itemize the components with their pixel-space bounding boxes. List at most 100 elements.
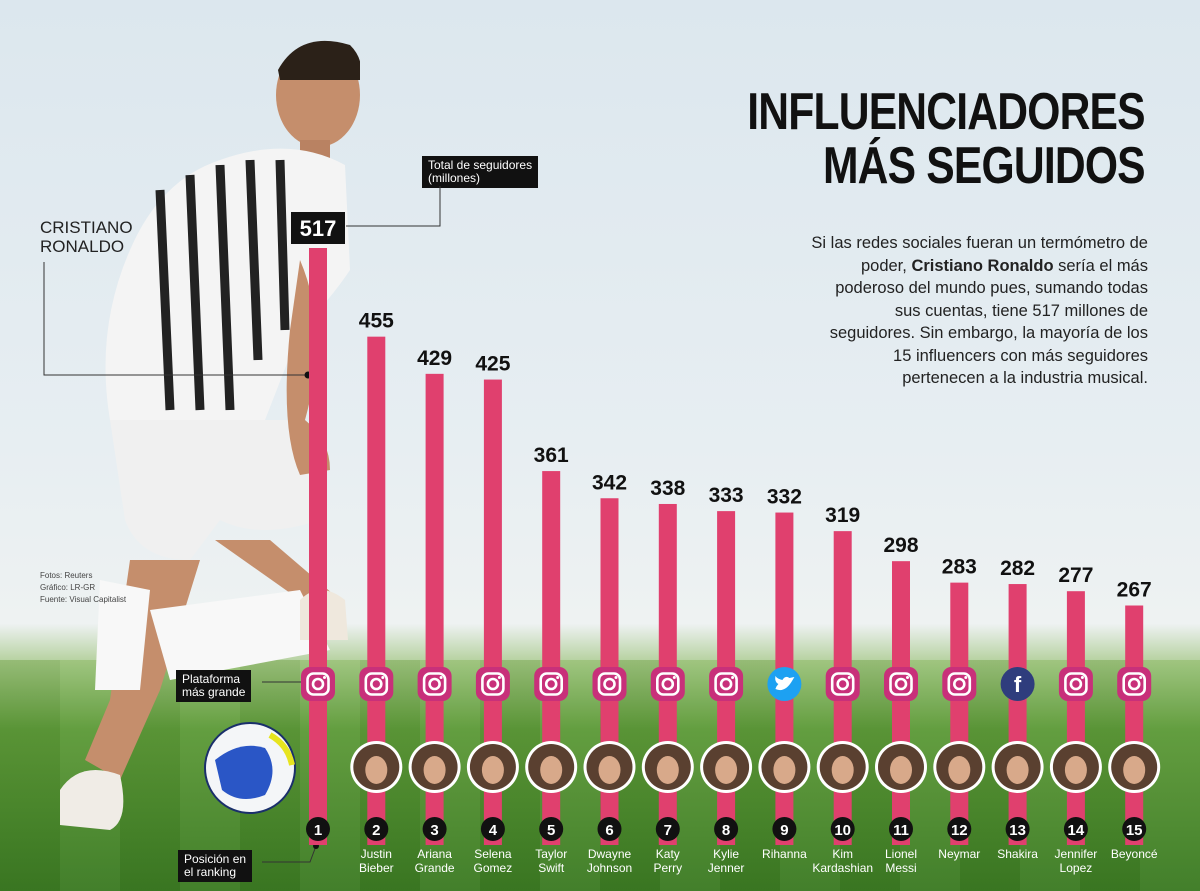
bar-14	[1066, 591, 1085, 845]
credit-source: Fuente: Visual Capitalist	[40, 595, 127, 604]
rank-badge-5	[539, 817, 564, 841]
rank-badge-13	[1005, 817, 1030, 841]
instagram-icon	[942, 667, 977, 701]
rank-callout-line-1: Posición en	[184, 852, 247, 866]
title-line-2: MÁS SEGUIDOS	[823, 137, 1146, 195]
instagram-icon	[534, 667, 569, 701]
intro-text-before: Si las redes sociales fueran un termómet…	[811, 234, 1148, 275]
bar-3	[425, 373, 444, 845]
portrait-9	[758, 741, 811, 793]
value-label-1: 517	[300, 216, 337, 241]
name-label-10: Kim	[832, 847, 853, 861]
name-label-7: Katy	[656, 847, 680, 861]
rank-callout-line-2: el ranking	[184, 865, 237, 879]
name-label-14: Jennifer	[1055, 847, 1098, 861]
rank-number-13: 13	[1009, 822, 1026, 839]
rank-number-15: 15	[1126, 822, 1143, 839]
portrait-4	[466, 741, 519, 793]
credit-photos: Fotos: Reuters	[40, 571, 93, 580]
intro-paragraph: Si las redes sociales fueran un termómet…	[808, 232, 1148, 390]
rank-number-12: 12	[951, 822, 968, 839]
name-label-10-line-2: Kardashian	[812, 861, 873, 875]
name-label-9: Rihanna	[762, 847, 807, 861]
value-label-3: 429	[417, 347, 452, 370]
value-label-9: 332	[767, 486, 802, 509]
svg-text:f: f	[1014, 672, 1022, 697]
soccer-ball	[204, 722, 296, 814]
value-label-11: 298	[883, 534, 918, 557]
name-label-15: Beyoncé	[1111, 847, 1158, 861]
portrait-2	[350, 741, 403, 793]
name-label-6: Dwayne	[588, 847, 632, 861]
portrait-14	[1049, 741, 1102, 793]
portrait-8	[700, 741, 753, 793]
facebook-icon: f	[1000, 667, 1035, 701]
name-label-4-line-2: Gomez	[474, 861, 513, 875]
name-label-7-line-2: Perry	[653, 861, 682, 875]
rank-number-2: 2	[372, 822, 380, 839]
instagram-icon	[1117, 667, 1152, 701]
bar-15	[1125, 605, 1144, 845]
portrait-7	[641, 741, 694, 793]
rank-badge-8	[714, 817, 739, 841]
rank-number-10: 10	[834, 822, 851, 839]
rank-number-4: 4	[489, 822, 498, 839]
rank-number-14: 14	[1068, 822, 1085, 839]
bar-11	[892, 561, 910, 845]
portrait-10	[816, 741, 869, 793]
name-label-11: Lionel	[885, 847, 917, 861]
name-label-4: Selena	[474, 847, 512, 861]
name-label-12: Neymar	[938, 847, 980, 861]
portrait-15	[1108, 741, 1161, 793]
rank-number-8: 8	[722, 822, 730, 839]
rank-badge-12	[947, 817, 972, 841]
instagram-icon	[709, 667, 744, 701]
title-line-1: INFLUENCIADORES	[747, 83, 1145, 141]
name-label-14-line-2: Lopez	[1060, 861, 1093, 875]
rank-number-9: 9	[780, 822, 788, 839]
value-label-12: 283	[942, 556, 977, 579]
bar-2	[367, 336, 386, 845]
value-label-4: 425	[475, 353, 510, 376]
rank-badge-7	[655, 817, 680, 841]
credits: Fotos: Reuters Gráfico: LR-GR Fuente: Vi…	[40, 570, 126, 606]
credit-graphic: Gráfico: LR-GR	[40, 583, 96, 592]
rank-callout: Posición en el ranking	[178, 850, 253, 882]
rank-badge-2	[364, 817, 389, 841]
instagram-icon	[1058, 667, 1093, 701]
intro-text-after: sería el más poderoso del mundo pues, su…	[829, 256, 1148, 388]
value-label-5: 361	[534, 444, 569, 467]
name-label-6-line-2: Johnson	[587, 861, 632, 875]
value-label-14: 277	[1058, 564, 1093, 587]
instagram-icon	[301, 667, 335, 701]
followers-callout-line-2: (millones)	[428, 171, 481, 185]
rank-badge-10	[830, 817, 855, 841]
platform-callout-line-1: Plataforma	[182, 672, 241, 686]
hero-label-line-1: CRISTIANO	[40, 218, 133, 237]
portrait-5	[525, 741, 578, 793]
portrait-3	[408, 741, 461, 793]
name-label-11-line-2: Messi	[885, 861, 916, 875]
page-title: INFLUENCIADORES MÁS SEGUIDOS	[747, 85, 1145, 193]
portrait-6	[583, 741, 636, 793]
intro-bold-name: Cristiano Ronaldo	[911, 256, 1054, 275]
rank-badge-9	[772, 817, 797, 841]
hero-label-line-2: RONALDO	[40, 237, 125, 256]
bar-1	[309, 248, 327, 845]
instagram-icon	[417, 667, 452, 701]
bar-12	[950, 582, 969, 845]
rank-number-7: 7	[664, 822, 672, 839]
value-label-bg	[291, 212, 345, 244]
instagram-icon	[650, 667, 685, 701]
followers-callout: Total de seguidores (millones)	[422, 156, 539, 188]
value-label-6: 342	[592, 471, 627, 494]
player-photo	[60, 40, 360, 830]
name-label-8-line-2: Jenner	[708, 861, 745, 875]
platform-callout: Plataforma más grande	[176, 670, 252, 702]
instagram-icon	[475, 667, 510, 701]
value-label-10: 319	[825, 504, 860, 527]
hero-label: CRISTIANO RONALDO	[40, 218, 133, 256]
name-label-5-line-2: Swift	[538, 861, 565, 875]
